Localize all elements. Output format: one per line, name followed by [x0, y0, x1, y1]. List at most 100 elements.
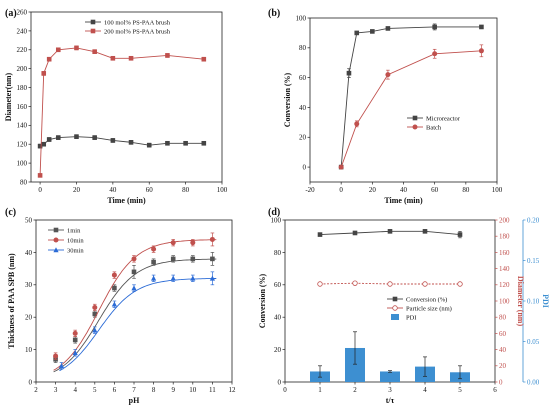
data-point	[201, 140, 207, 146]
right2-tick-label: 0.15	[527, 257, 540, 265]
y-axis-title: Conversion (%)	[258, 273, 267, 328]
plot-frame	[35, 219, 233, 383]
legend-label: Microreactor	[426, 115, 461, 122]
pdi-bar	[380, 371, 400, 382]
series-c-2	[58, 271, 217, 372]
data-point	[41, 71, 47, 76]
data-point	[74, 45, 79, 51]
series-line	[340, 50, 482, 168]
series-d-1	[317, 280, 463, 287]
data-point	[170, 240, 176, 246]
panel-label: (b)	[268, 8, 280, 19]
x-tick-label: 40	[400, 186, 408, 194]
data-point	[146, 142, 152, 148]
y-tick-label: 0	[278, 378, 282, 386]
legend-label: 200 mol% PS-PAA brush	[104, 28, 171, 35]
data-point	[92, 49, 97, 54]
data-point	[53, 353, 59, 359]
data-point	[317, 232, 323, 237]
data-point	[92, 327, 98, 333]
x-tick-label: 5	[93, 386, 97, 394]
x-tick-label: 0	[339, 186, 343, 194]
x-tick-label: 100	[492, 186, 503, 194]
legend-label: 10min	[67, 237, 84, 244]
legend-marker	[412, 124, 418, 130]
data-point	[55, 47, 61, 53]
legend-label: 1min	[67, 227, 81, 234]
data-point	[110, 138, 116, 143]
data-point	[354, 121, 360, 127]
panel-label: (d)	[268, 207, 280, 218]
data-point	[201, 56, 207, 62]
data-point	[37, 173, 43, 178]
x-tick-label: 8	[152, 386, 156, 394]
y-tick-label: 0	[303, 163, 307, 171]
x-tick-label: 1	[318, 386, 322, 394]
legend-label: Conversion (%)	[406, 296, 447, 303]
data-point	[478, 48, 484, 54]
x-tick-label: 3	[54, 386, 58, 394]
y-tick-label: 20	[25, 314, 33, 322]
data-point	[92, 135, 97, 140]
panel-c: (c) 2 3 4 5 6 7 8 9 10 11 12 0 10 20 30 40 50 pH Thickness …	[5, 207, 236, 405]
data-point	[58, 363, 65, 369]
data-point	[165, 140, 170, 146]
legend-marker	[391, 314, 399, 320]
data-point	[352, 280, 358, 286]
data-point	[457, 281, 463, 287]
data-point	[46, 56, 52, 62]
y-tick-label: 60	[299, 74, 307, 82]
data-point	[55, 135, 61, 140]
y-tick-label: 100	[296, 14, 307, 22]
data-point	[128, 140, 134, 145]
panel-label: (c)	[5, 207, 16, 218]
panel-a: (a) 0 20 40 60 80 100 80 100 120 140 160 180 200 220 24…	[4, 8, 228, 205]
series-d-2	[310, 331, 470, 382]
y-tick-label: 200	[17, 65, 28, 73]
data-point	[131, 285, 137, 291]
series-c-1	[53, 232, 217, 371]
data-point	[422, 281, 428, 287]
data-point	[46, 137, 52, 142]
legend-label: Particle size (nm)	[406, 305, 452, 312]
y-tick-label: 50	[25, 216, 33, 224]
data-point	[72, 350, 78, 356]
data-point	[479, 24, 484, 30]
series-b-1	[338, 44, 484, 170]
x-tick-label: 100	[217, 186, 228, 194]
data-point	[131, 256, 137, 262]
data-point	[387, 281, 393, 287]
y-tick-label: 60	[274, 281, 282, 289]
y-axis-title: Diameter(nm)	[4, 72, 13, 121]
legend-label: PDI	[406, 314, 416, 321]
right2-tick-label: 0.10	[527, 297, 540, 305]
data-point	[151, 259, 156, 265]
legend-label: 100 mol% PS-PAA brush	[104, 19, 171, 26]
legend-a: 100 mol% PS-PAA brush 200 mol% PS-PAA bru…	[85, 19, 171, 35]
x-tick-label: 60	[146, 186, 154, 194]
right1-tick-label: 200	[499, 216, 510, 224]
series-line	[53, 258, 217, 373]
legend-marker	[90, 19, 96, 25]
data-point	[370, 29, 375, 34]
legend-b: Microreactor Batch	[407, 115, 461, 131]
data-point	[354, 30, 360, 36]
legend-marker	[392, 305, 398, 311]
data-point	[183, 140, 188, 146]
legend-marker	[90, 28, 96, 34]
x-tick-label: 0	[38, 186, 42, 194]
data-point	[37, 143, 43, 149]
x-tick-label: 6	[493, 386, 497, 394]
right1-tick-label: 60	[499, 330, 507, 338]
legend-d: Conversion (%) Particle size (nm) PDI	[387, 296, 452, 321]
right1-tick-label: 20	[499, 362, 507, 370]
data-point	[432, 24, 437, 30]
data-point	[74, 134, 79, 139]
y-tick-label: 10	[25, 346, 33, 354]
panel-label: (a)	[5, 8, 17, 19]
series-line	[39, 136, 204, 147]
right1-tick-label: 100	[499, 297, 510, 305]
x-tick-label: 12	[229, 386, 237, 394]
